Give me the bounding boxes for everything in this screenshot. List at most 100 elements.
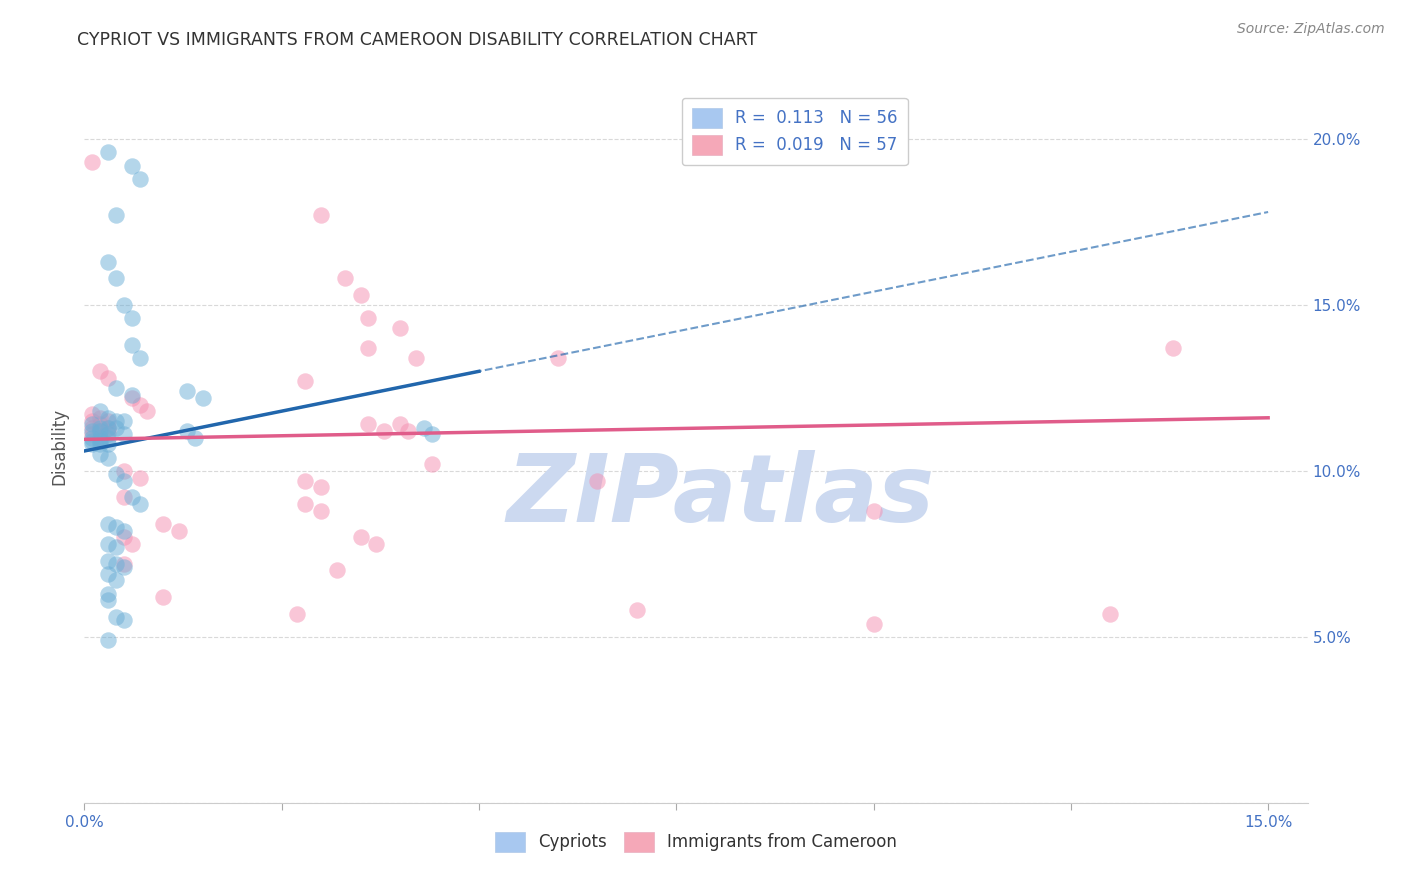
Point: [97, 371, 120, 385]
Point: [121, 159, 143, 173]
Point: [97, 437, 120, 451]
Point: [97, 427, 120, 442]
Point: [357, 417, 380, 432]
Point: [104, 208, 127, 222]
Point: [326, 564, 349, 578]
Point: [97, 421, 120, 435]
Point: [97, 254, 120, 268]
Point: [121, 387, 143, 401]
Point: [1099, 607, 1122, 621]
Point: [82, 424, 104, 438]
Point: [97, 516, 120, 531]
Point: [128, 171, 150, 186]
Point: [152, 516, 174, 531]
Point: [97, 537, 120, 551]
Point: [586, 474, 609, 488]
Point: [82, 431, 104, 445]
Point: [112, 530, 135, 544]
Point: [89, 437, 111, 451]
Point: [128, 351, 150, 365]
Point: [152, 590, 174, 604]
Point: [136, 404, 159, 418]
Point: [167, 524, 190, 538]
Point: [89, 431, 111, 445]
Point: [97, 553, 120, 567]
Point: [104, 520, 127, 534]
Point: [82, 155, 104, 169]
Text: CYPRIOT VS IMMIGRANTS FROM CAMEROON DISABILITY CORRELATION CHART: CYPRIOT VS IMMIGRANTS FROM CAMEROON DISA…: [77, 31, 758, 49]
Point: [547, 351, 569, 365]
Point: [97, 450, 120, 465]
Point: [82, 414, 104, 428]
Point: [104, 574, 127, 588]
Point: [1163, 341, 1185, 355]
Point: [112, 560, 135, 574]
Point: [862, 616, 884, 631]
Point: [89, 424, 111, 438]
Point: [89, 417, 111, 432]
Point: [89, 404, 111, 418]
Point: [112, 464, 135, 478]
Point: [176, 424, 198, 438]
Point: [89, 447, 111, 461]
Point: [294, 497, 316, 511]
Point: [333, 271, 356, 285]
Point: [357, 341, 380, 355]
Point: [420, 457, 443, 471]
Point: [82, 408, 104, 422]
Point: [104, 557, 127, 571]
Point: [112, 427, 135, 442]
Point: [121, 491, 143, 505]
Point: [862, 504, 884, 518]
Point: [121, 311, 143, 326]
Point: [97, 421, 120, 435]
Point: [389, 417, 412, 432]
Point: [128, 497, 150, 511]
Point: [287, 607, 309, 621]
Point: [112, 557, 135, 571]
Point: [89, 410, 111, 425]
Point: [104, 271, 127, 285]
Point: [89, 431, 111, 445]
Point: [82, 434, 104, 448]
Point: [97, 566, 120, 581]
Point: [405, 351, 427, 365]
Point: [112, 414, 135, 428]
Point: [112, 524, 135, 538]
Point: [97, 424, 120, 438]
Point: [97, 414, 120, 428]
Point: [357, 311, 380, 326]
Point: [412, 421, 434, 435]
Point: [89, 434, 111, 448]
Point: [294, 374, 316, 388]
Text: ZIPatlas: ZIPatlas: [506, 450, 935, 542]
Point: [626, 603, 648, 617]
Point: [309, 504, 332, 518]
Point: [191, 391, 214, 405]
Point: [420, 427, 443, 442]
Legend: Cypriots, Immigrants from Cameroon: Cypriots, Immigrants from Cameroon: [488, 825, 904, 859]
Point: [389, 321, 412, 335]
Point: [104, 414, 127, 428]
Point: [82, 421, 104, 435]
Point: [121, 537, 143, 551]
Point: [89, 421, 111, 435]
Point: [89, 424, 111, 438]
Point: [294, 474, 316, 488]
Point: [309, 208, 332, 222]
Point: [82, 437, 104, 451]
Point: [309, 481, 332, 495]
Point: [121, 391, 143, 405]
Point: [89, 364, 111, 378]
Point: [349, 288, 371, 302]
Point: [104, 421, 127, 435]
Point: [112, 491, 135, 505]
Point: [97, 593, 120, 607]
Point: [112, 613, 135, 627]
Point: [104, 540, 127, 554]
Point: [82, 427, 104, 442]
Point: [97, 431, 120, 445]
Text: Source: ZipAtlas.com: Source: ZipAtlas.com: [1237, 22, 1385, 37]
Point: [366, 537, 388, 551]
Point: [82, 417, 104, 432]
